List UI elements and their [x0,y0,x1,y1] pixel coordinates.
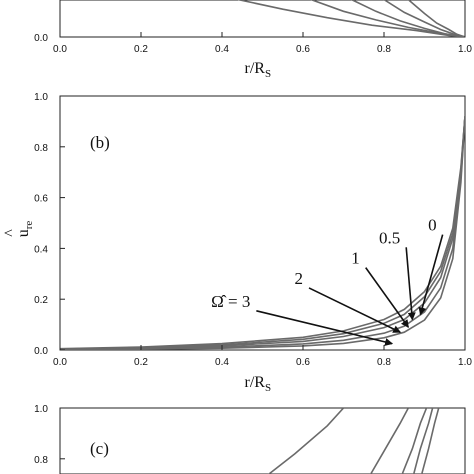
x-axis-label: r/RS [245,60,272,80]
panel-c: 0.8 1.0 (c) [34,404,466,474]
x-tick-label: 0.6 [296,357,310,368]
annotation-arrow-1 [418,234,444,316]
y-tick-label: 0.2 [34,295,48,306]
series-line-3-4 [412,408,434,474]
y-tick-label: 1.0 [34,92,48,103]
x-tick-label: 0.4 [215,44,229,55]
y-tick-label: 0.4 [34,244,48,255]
annotation-arrow-2 [405,247,416,321]
annotation-label-5: Ω̂ = 3 [211,292,250,311]
annotation-label-3: 1 [351,249,360,268]
plot-frame-2 [59,95,466,351]
y-tick-label: 0.0 [34,346,48,357]
annotation-label-2: 0.5 [379,228,400,247]
series-line-3-2 [369,408,410,474]
series-line-3-1 [267,408,345,474]
x-tick-label: 0.2 [134,357,148,368]
x-tick-label: 1.0 [458,44,472,55]
x-tick-label: 0.0 [53,357,67,368]
series-line-2-2 [60,116,465,350]
annotation-label-4: 2 [295,269,304,288]
series-line-1-1 [238,0,465,37]
panel-label: (c) [90,439,109,458]
series-line-2-3 [60,116,465,350]
y-tick-label: 0.6 [34,194,48,205]
annotation-arrow-4 [308,287,402,333]
x-tick-label: 0.4 [215,357,229,368]
annotation-arrow-3 [365,267,409,328]
plot-frame-1 [59,0,466,38]
y-tick-label: 1.0 [34,404,48,415]
series-line-3-3 [401,408,428,474]
panel-b: 0.0 0.2 0.4 0.6 0.8 1.0 0.0 0.2 0.4 0.6 0.8 1.0 r/RS… [2,92,472,394]
annotation-arrow-5 [256,310,394,346]
series-line-2-5 [60,116,465,350]
x-tick-label: 1.0 [458,357,472,368]
y-tick-label: 0.8 [34,143,48,154]
y-tick-label: 0.0 [34,33,48,44]
series-line-1-5 [407,0,465,37]
plot-frame-3 [59,407,466,474]
x-tick-label: 0.2 [134,44,148,55]
x-axis-label: r/RS [245,374,272,394]
series-line-3-5 [420,408,440,474]
series-line-1-4 [383,0,465,37]
series-line-1-3 [351,0,465,37]
y-tick-label: 0.8 [34,455,48,466]
x-tick-label: 0.6 [296,44,310,55]
y-axis-label-hat: ^ [2,229,19,237]
annotation-label-1: 0 [428,216,437,235]
y-axis-label: ure^ [2,221,35,238]
x-tick-label: 0.8 [377,357,391,368]
x-tick-label: 0.8 [377,44,391,55]
panel-a: 0.0 0.2 0.4 0.6 0.8 1.0 0.0 r/RS [34,0,472,80]
panel-label: (b) [90,133,110,152]
x-tick-label: 0.0 [53,44,67,55]
